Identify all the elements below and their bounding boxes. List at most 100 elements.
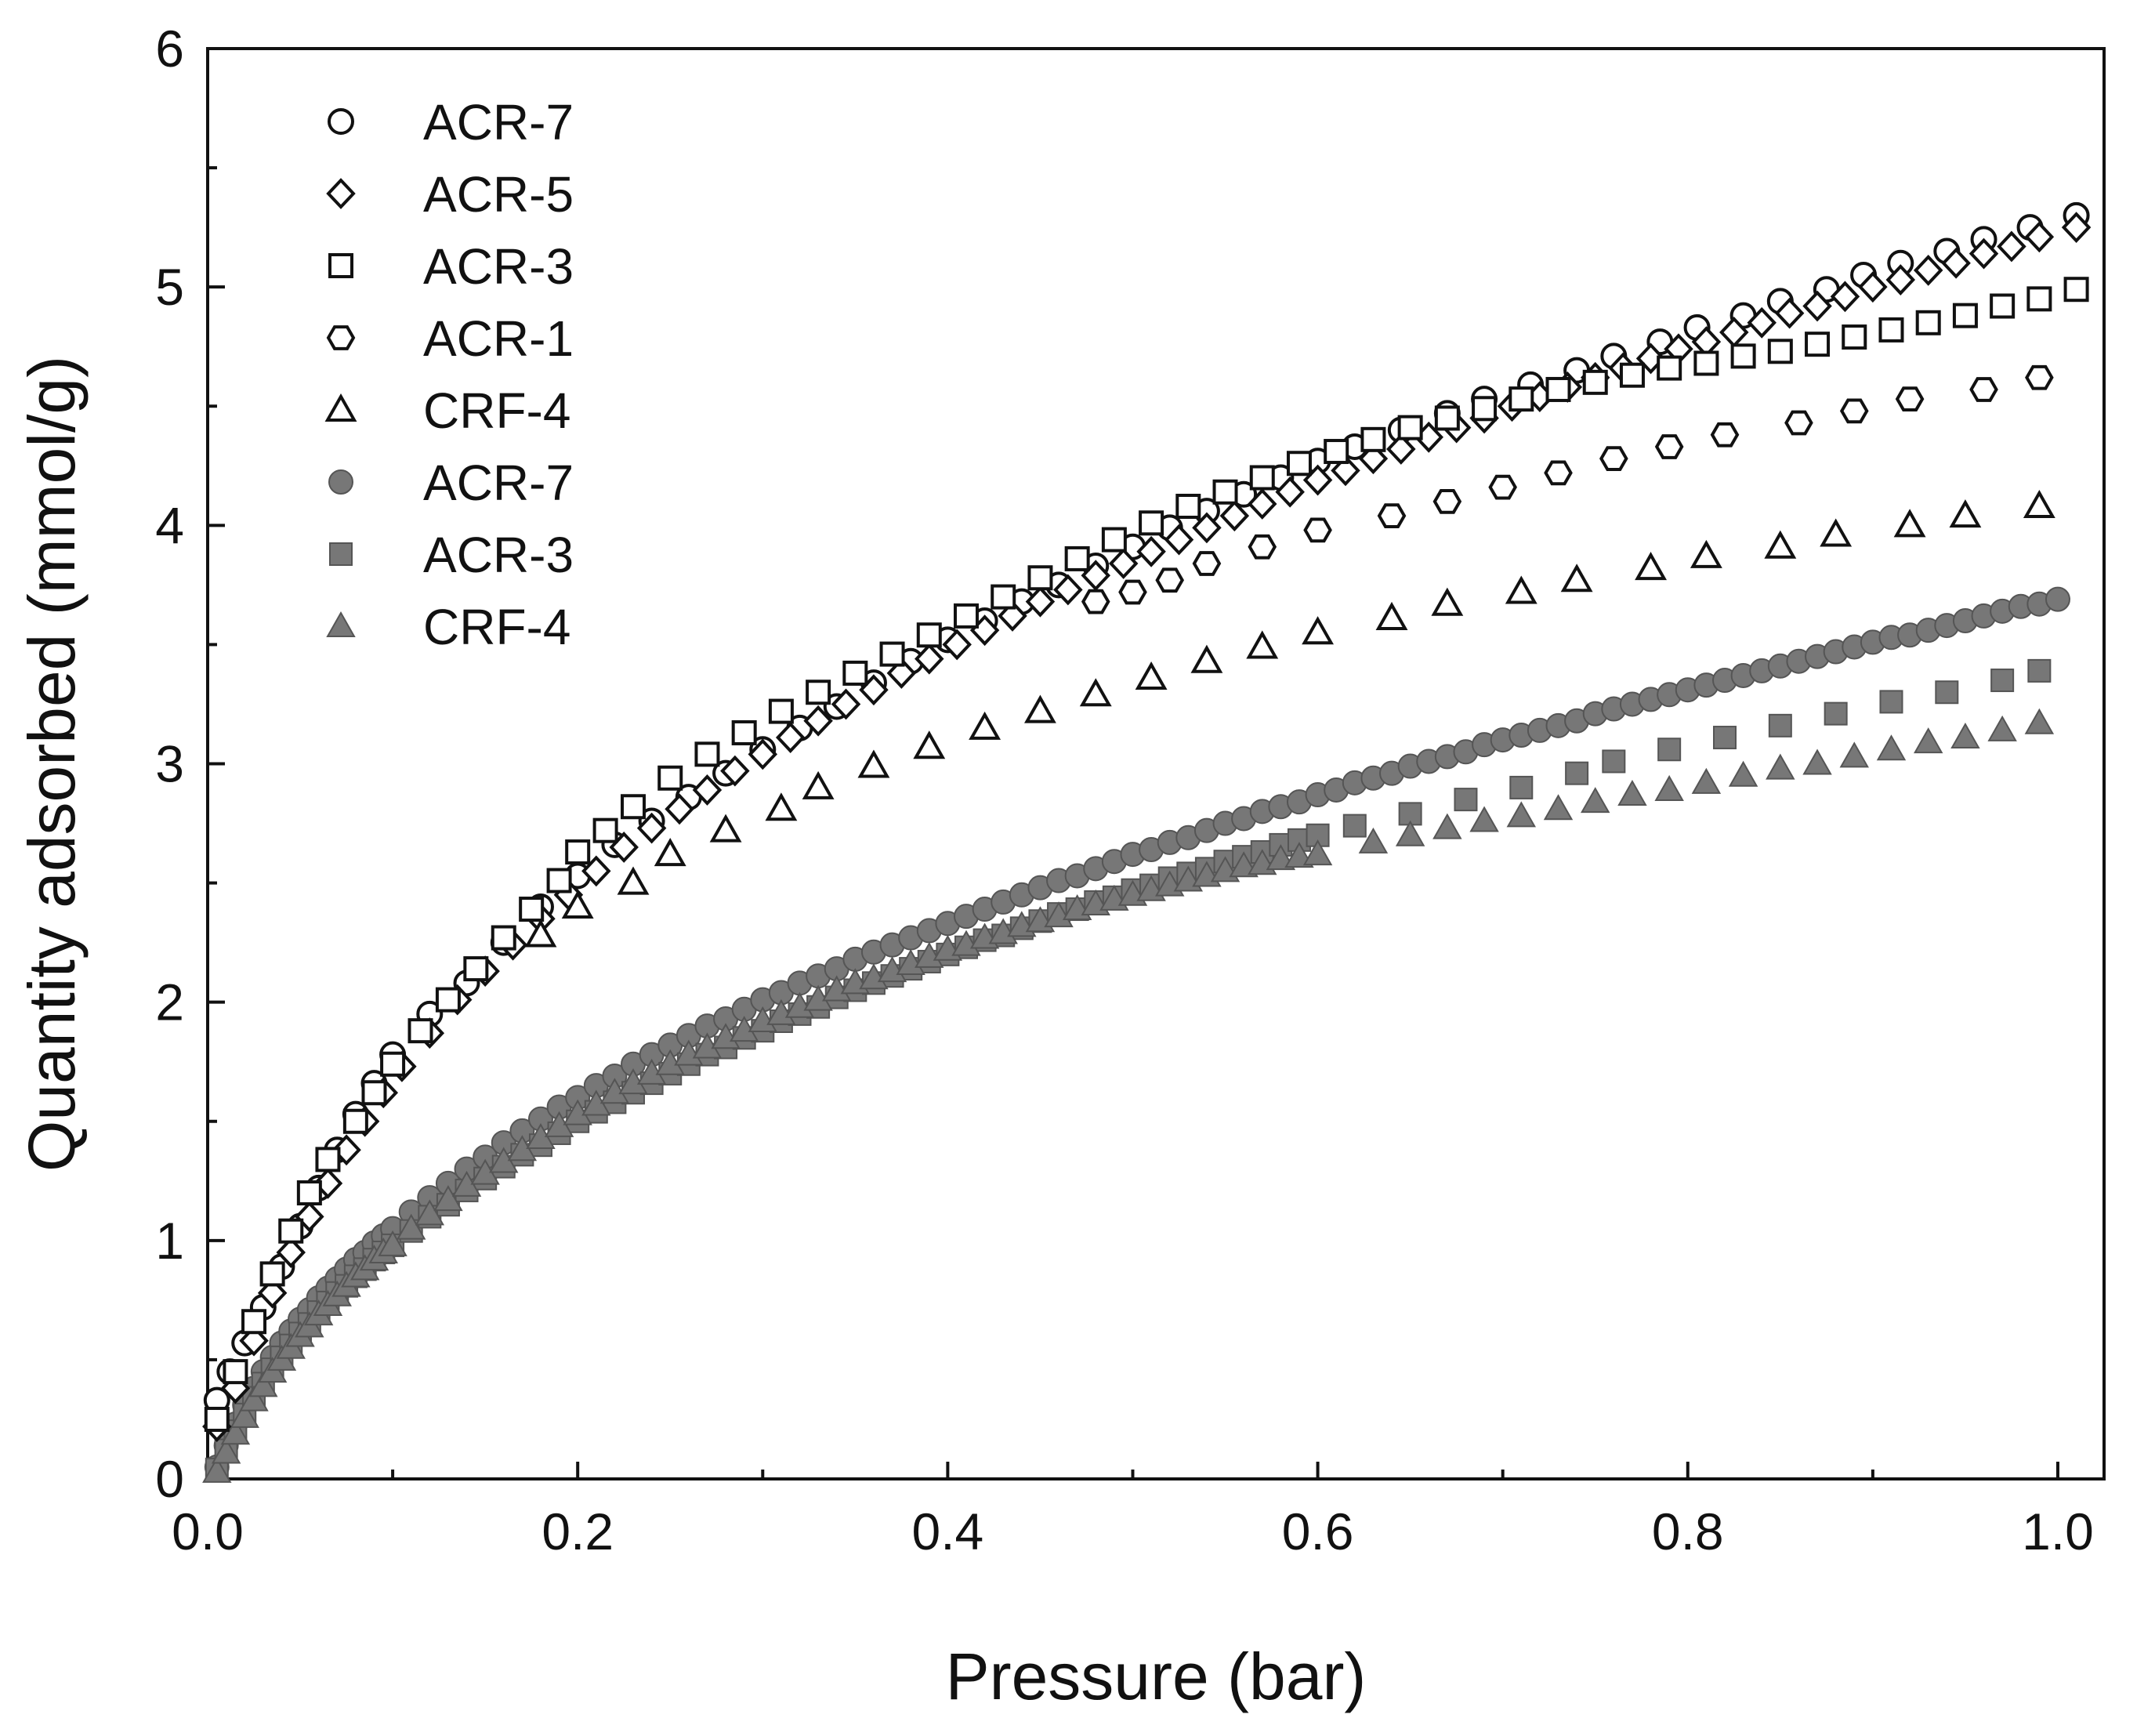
x-tick-label: 0.6	[1282, 1502, 1354, 1560]
data-point	[561, 890, 594, 919]
y-tick-label: 1	[155, 1212, 184, 1270]
data-point	[407, 1018, 433, 1044]
data-point	[1469, 806, 1499, 832]
data-point	[654, 838, 686, 867]
data-point	[1302, 616, 1335, 645]
data-point	[2063, 277, 2089, 303]
data-point	[1987, 715, 2017, 741]
data-point	[223, 1359, 248, 1385]
data-point	[1212, 479, 1238, 505]
legend-label: ACR-1	[423, 310, 574, 367]
series-acr-3-open	[204, 277, 2089, 1432]
legend-label: ACR-7	[423, 94, 574, 150]
legend-label: ACR-5	[423, 166, 574, 223]
data-point	[969, 711, 1001, 740]
data-point	[1360, 426, 1386, 452]
data-point	[1509, 775, 1534, 799]
data-point	[1879, 690, 1903, 714]
legend-label: ACR-7	[423, 455, 574, 511]
data-point	[1025, 585, 1056, 618]
data-point	[879, 641, 905, 667]
data-point	[1690, 539, 1722, 568]
data-point	[1990, 669, 2015, 693]
y-tick-label: 5	[155, 258, 184, 316]
data-point	[1139, 510, 1164, 536]
y-tick-label: 3	[155, 735, 184, 793]
data-point	[1820, 518, 1853, 547]
data-point	[913, 730, 946, 759]
y-tick-label: 6	[155, 20, 184, 78]
data-point	[1657, 738, 1682, 762]
data-point	[1432, 489, 1462, 514]
legend-item: CRF-4	[326, 599, 570, 655]
data-point	[915, 643, 944, 675]
data-point	[748, 1006, 778, 1032]
data-point	[491, 925, 516, 951]
data-point	[592, 817, 618, 843]
data-point	[1249, 465, 1275, 491]
data-point	[1941, 247, 1971, 279]
data-point	[1101, 527, 1127, 553]
data-point	[859, 963, 889, 990]
data-point	[1506, 801, 1537, 828]
data-point	[202, 1456, 232, 1483]
data-point	[315, 1147, 341, 1172]
data-point	[1432, 813, 1462, 839]
legend-item: ACR-3	[329, 527, 574, 583]
data-point	[1434, 405, 1460, 431]
data-point	[1842, 324, 1867, 350]
data-point	[1219, 500, 1250, 532]
data-point	[2061, 212, 2092, 244]
data-point	[1064, 545, 1090, 571]
series-crf-4-open	[524, 489, 2055, 948]
data-point	[731, 719, 757, 745]
data-point	[1691, 767, 1722, 794]
data-points	[202, 201, 2092, 1483]
data-point	[1619, 362, 1645, 388]
data-point	[768, 698, 794, 724]
legend-marker	[329, 542, 353, 566]
data-point	[831, 688, 861, 720]
data-point	[1839, 398, 1869, 424]
data-point	[1472, 396, 1498, 422]
data-point	[1192, 512, 1222, 544]
data-point	[1876, 734, 1907, 761]
legend-label: CRF-4	[423, 599, 570, 655]
data-point	[711, 1023, 741, 1049]
data-point	[942, 629, 972, 661]
data-point	[1505, 575, 1537, 604]
data-point	[2027, 658, 2052, 683]
data-point	[241, 1309, 267, 1335]
legend-item: ACR-5	[326, 166, 574, 223]
data-point	[806, 680, 831, 705]
data-point	[1118, 579, 1147, 605]
data-point	[278, 1218, 304, 1244]
data-point	[621, 794, 646, 820]
data-point	[694, 741, 720, 767]
data-point	[2024, 221, 2055, 253]
data-point	[380, 1051, 406, 1077]
data-point	[1275, 476, 1305, 508]
data-point	[1950, 723, 1980, 749]
legend-item: ACR-7	[328, 94, 574, 150]
data-point	[1582, 369, 1608, 395]
data-point	[1543, 794, 1574, 821]
legend-item: ACR-1	[326, 310, 574, 367]
data-point	[2023, 489, 2055, 518]
data-point	[1935, 680, 1959, 705]
data-point	[1602, 749, 1626, 774]
data-point	[1544, 460, 1573, 486]
legend-marker	[324, 393, 357, 422]
data-point	[636, 812, 667, 844]
data-point	[204, 1406, 230, 1432]
data-point	[1155, 567, 1185, 593]
data-point	[1488, 474, 1517, 500]
y-axis-title: Quantity adsorbed (mmol/g)	[15, 356, 89, 1172]
data-point	[1802, 290, 1832, 322]
data-point	[1710, 422, 1740, 448]
data-point	[1693, 350, 1719, 376]
data-point	[1044, 901, 1074, 928]
data-point	[463, 956, 489, 982]
data-point	[415, 1199, 445, 1226]
series-acr-3-filled	[205, 658, 2052, 1481]
